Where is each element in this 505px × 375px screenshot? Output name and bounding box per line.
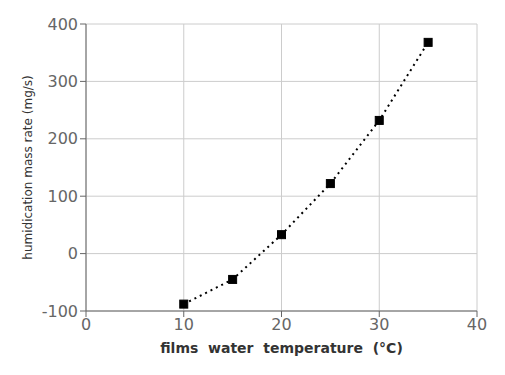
svg-text:0: 0 bbox=[81, 315, 91, 334]
svg-text:300: 300 bbox=[47, 72, 78, 91]
svg-text:0: 0 bbox=[68, 244, 78, 263]
svg-text:10: 10 bbox=[174, 315, 194, 334]
svg-text:-100: -100 bbox=[42, 302, 78, 321]
svg-text:400: 400 bbox=[47, 15, 78, 34]
svg-text:films water temperature (°C: films water temperature (°C) bbox=[160, 340, 403, 356]
svg-text:200: 200 bbox=[47, 129, 78, 148]
svg-text:30: 30 bbox=[369, 315, 389, 334]
svg-text:humidication mass rate (mg/s): humidication mass rate (mg/s) bbox=[21, 75, 35, 259]
svg-text:20: 20 bbox=[271, 315, 291, 334]
svg-text:100: 100 bbox=[47, 187, 78, 206]
svg-text:40: 40 bbox=[467, 315, 487, 334]
